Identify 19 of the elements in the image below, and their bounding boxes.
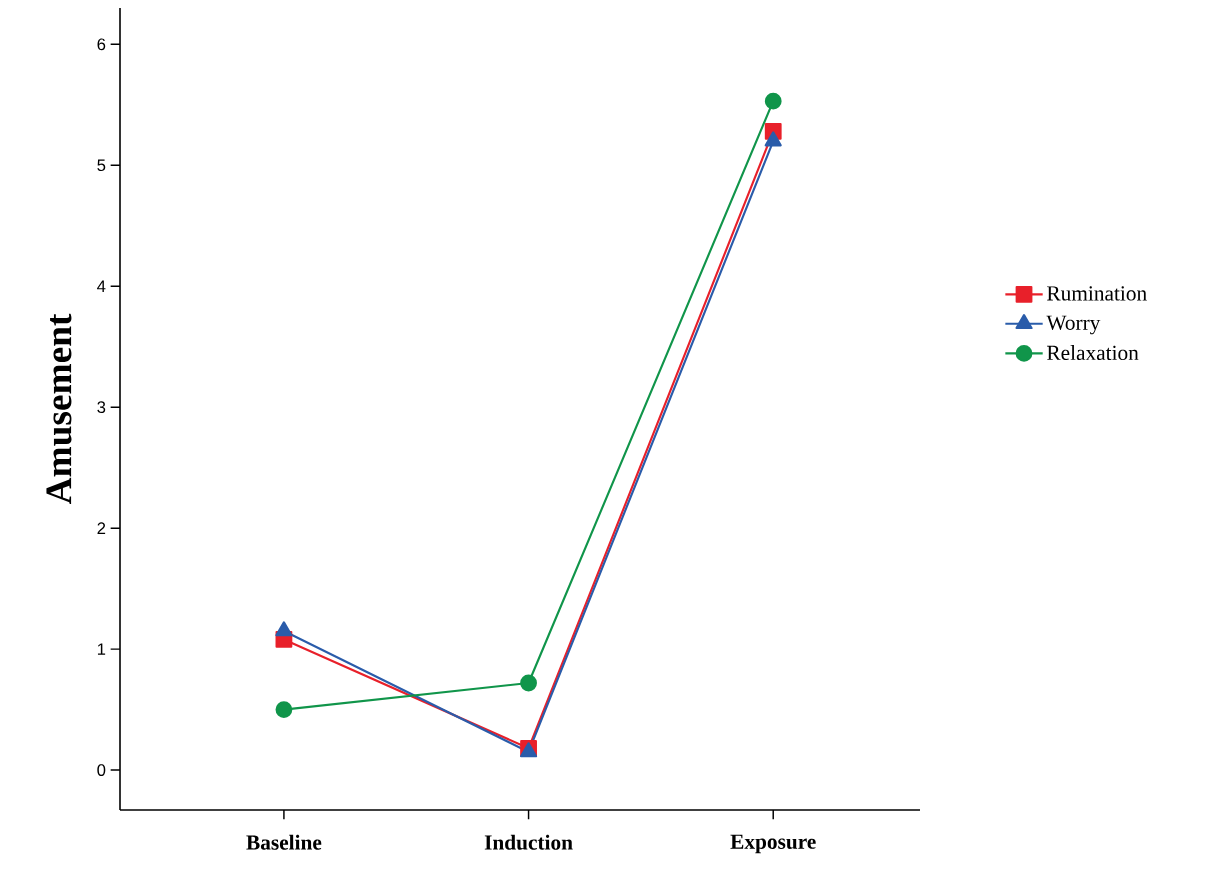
- legend-label: Worry: [1046, 315, 1101, 335]
- y-tick-label: 1: [97, 643, 106, 655]
- point: [275, 621, 293, 637]
- point: [764, 131, 782, 147]
- y-tick-label: 2: [97, 522, 106, 534]
- y-tick-label: 4: [97, 280, 106, 292]
- point: [764, 92, 782, 110]
- x-tick-label: Exposure: [730, 834, 816, 854]
- y-axis-title: Amusement: [46, 313, 72, 505]
- x-tick-label: Baseline: [246, 834, 322, 850]
- legend-label: Relaxation: [1047, 345, 1139, 361]
- y-tick-label: 0: [97, 764, 106, 776]
- y-tick-label: 6: [97, 38, 106, 51]
- point: [275, 701, 293, 718]
- legend-label: Rumination: [1047, 286, 1147, 301]
- y-tick-label: 3: [97, 401, 106, 414]
- point: [520, 674, 537, 692]
- x-tick-label: Induction: [484, 834, 573, 850]
- y-tick-label: 5: [97, 159, 106, 172]
